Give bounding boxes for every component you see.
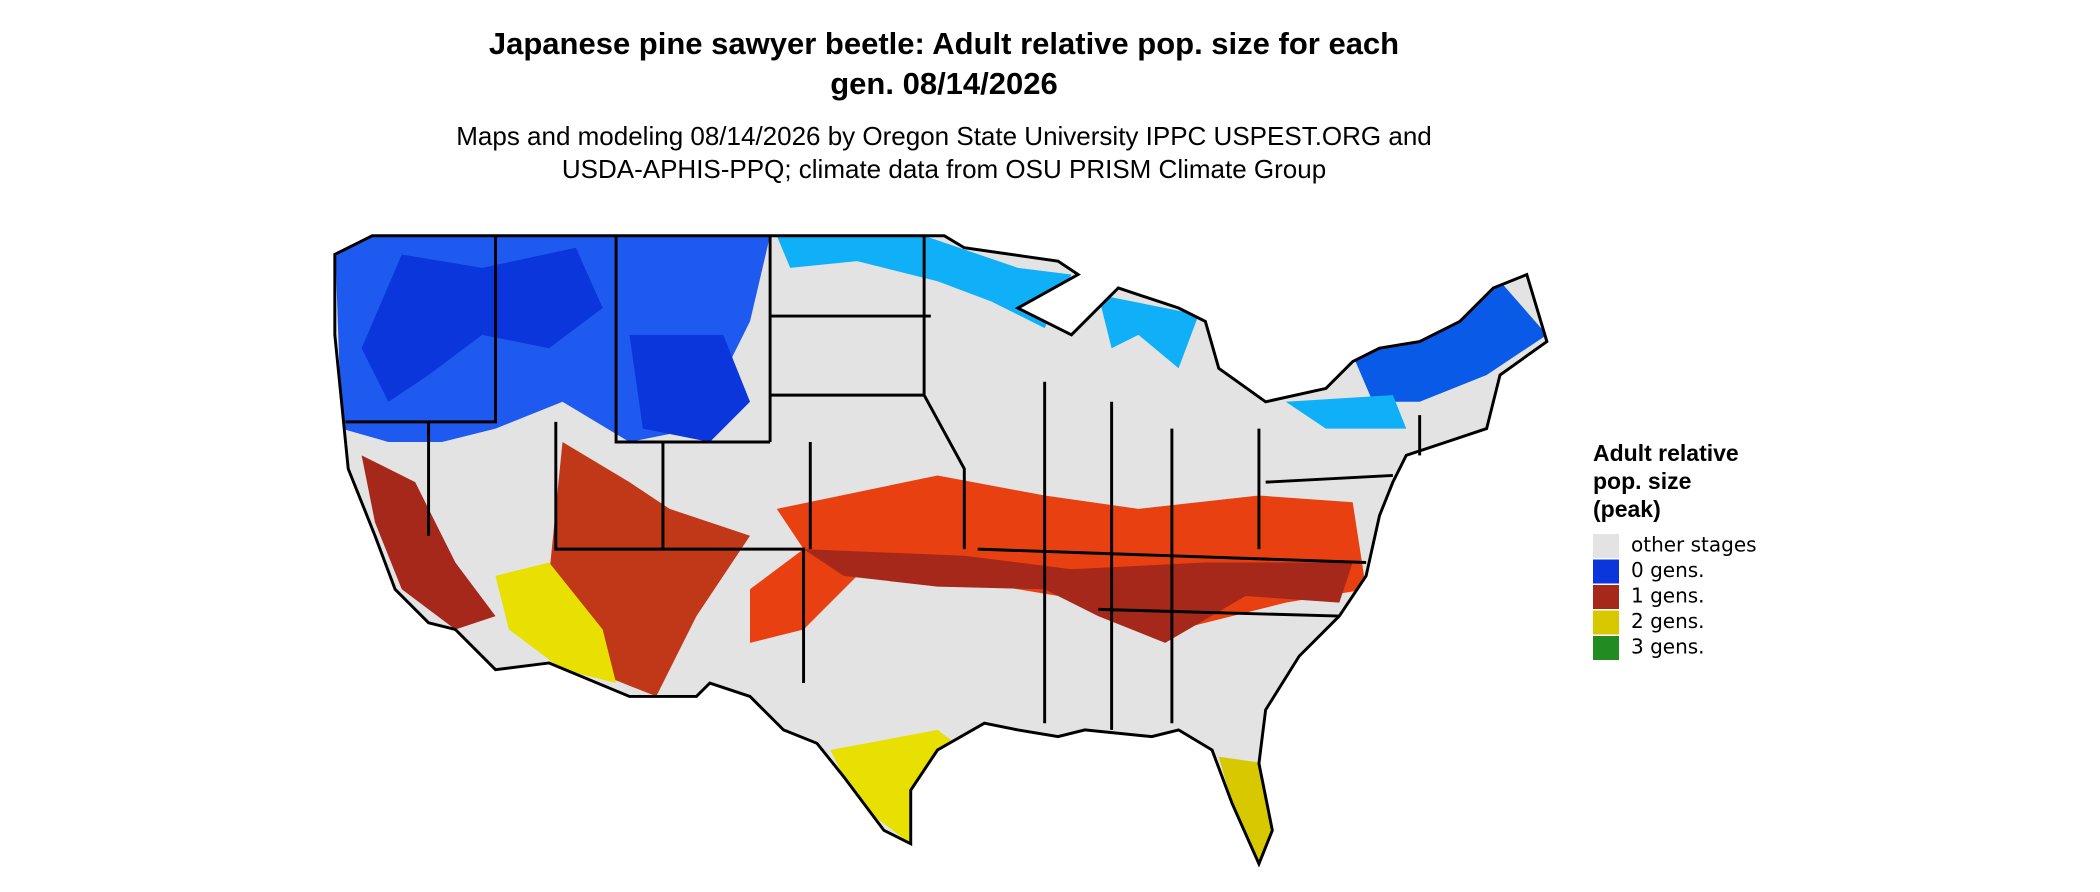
legend-label: other stages [1631, 533, 1757, 557]
legend-title: pop. size [1593, 468, 1691, 494]
legend-swatch [1593, 636, 1619, 660]
legend-label: 2 gens. [1631, 609, 1705, 633]
subtitle: Maps and modeling 08/14/2026 by Oregon S… [456, 121, 1432, 151]
map [333, 234, 1549, 866]
legend-title: Adult relative [1593, 440, 1739, 466]
legend-label: 0 gens. [1631, 558, 1705, 582]
legend-label: 1 gens. [1631, 584, 1705, 608]
subtitle: USDA-APHIS-PPQ; climate data from OSU PR… [562, 154, 1326, 184]
legend-swatch [1593, 585, 1619, 609]
legend-swatch [1593, 534, 1619, 558]
legend-swatch [1593, 559, 1619, 584]
title: gen. 08/14/2026 [830, 66, 1058, 101]
title: Japanese pine sawyer beetle: Adult relat… [489, 26, 1399, 61]
legend-label: 3 gens. [1631, 635, 1705, 659]
legend-swatch [1593, 610, 1619, 635]
legend-title: (peak) [1593, 496, 1661, 522]
